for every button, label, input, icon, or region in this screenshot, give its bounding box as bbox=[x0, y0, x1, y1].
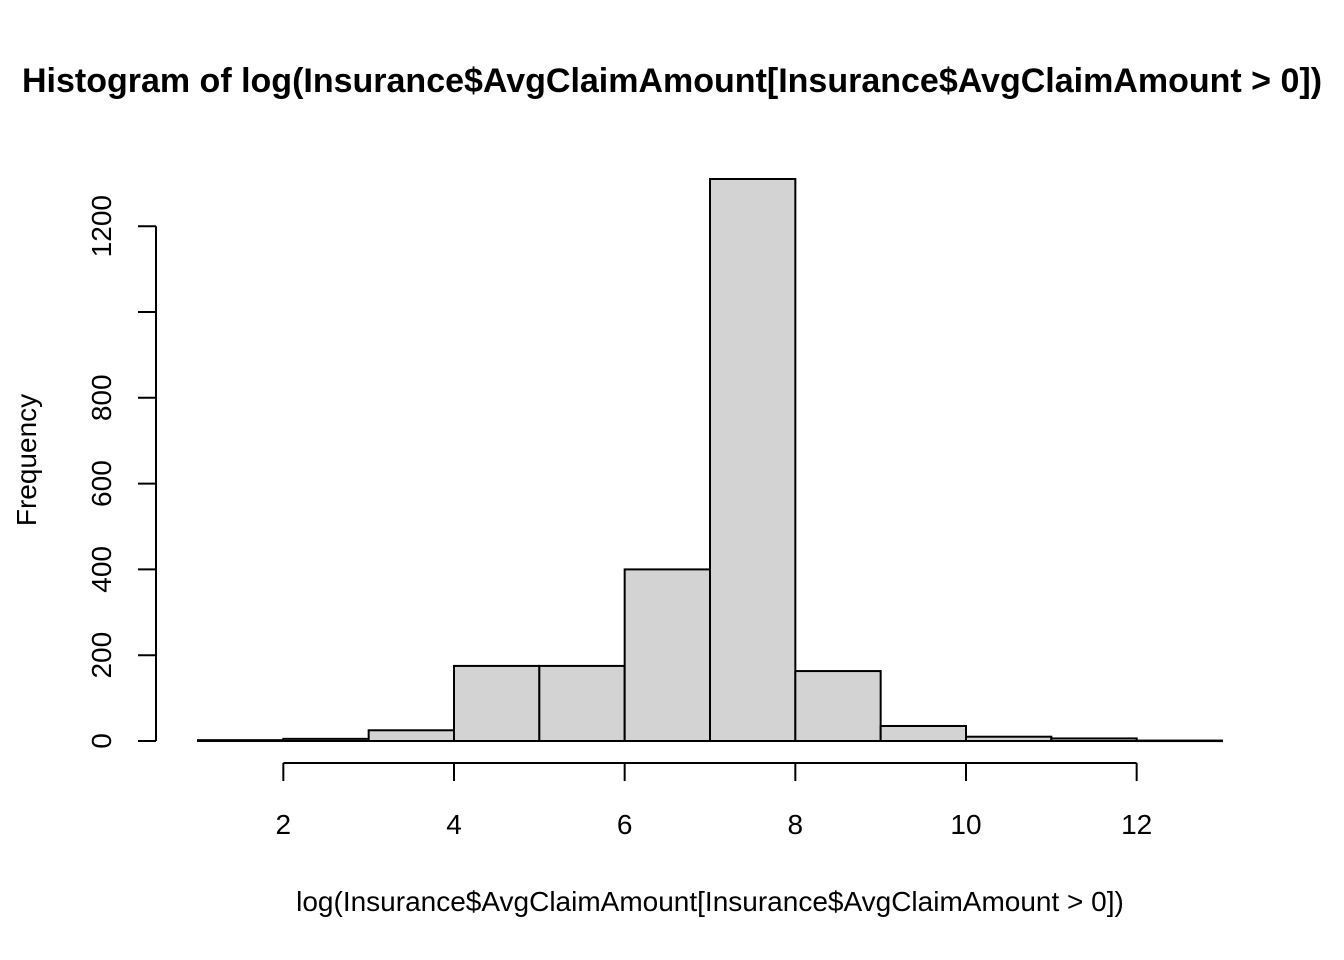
y-tick-label: 1200 bbox=[86, 195, 117, 257]
x-tick-label: 2 bbox=[276, 809, 292, 840]
bars-group bbox=[197, 178, 1223, 743]
histogram-bar bbox=[794, 670, 882, 743]
y-tick-label: 400 bbox=[86, 546, 117, 593]
x-tick-label: 4 bbox=[446, 809, 462, 840]
histogram-bar bbox=[879, 724, 968, 743]
x-tick-label: 6 bbox=[617, 809, 633, 840]
y-axis-label: Frequency bbox=[11, 394, 42, 526]
chart-title: Histogram of log(Insurance$AvgClaimAmoun… bbox=[22, 62, 1322, 100]
y-tick-label: 200 bbox=[86, 632, 117, 679]
x-axis: 2 4 6 8 10 12 bbox=[276, 762, 1152, 840]
x-axis-label: log(Insurance$AvgClaimAmount[Insurance$A… bbox=[296, 886, 1124, 917]
histogram-bar bbox=[453, 664, 541, 742]
histogram-bar bbox=[367, 729, 455, 742]
histogram-bar bbox=[538, 664, 626, 742]
y-tick-label: 0 bbox=[86, 733, 117, 749]
y-tick-label: 600 bbox=[86, 460, 117, 507]
y-tick-label: 800 bbox=[86, 374, 117, 421]
histogram-bar bbox=[623, 568, 712, 743]
x-tick-label: 10 bbox=[950, 809, 981, 840]
y-axis: 0 200 400 600 800 1200 bbox=[86, 195, 157, 749]
x-tick-label: 8 bbox=[788, 809, 804, 840]
x-tick-label: 12 bbox=[1121, 809, 1152, 840]
histogram-bar bbox=[709, 178, 797, 742]
